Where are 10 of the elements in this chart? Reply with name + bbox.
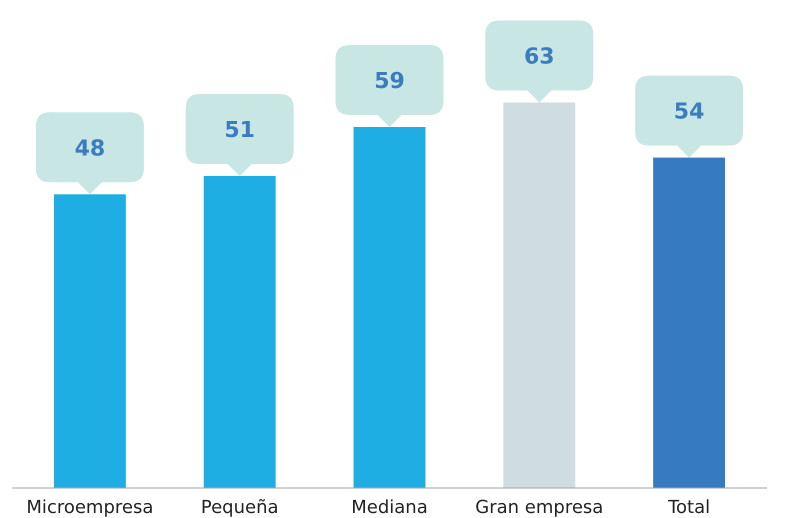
x-tick-label: Gran empresa <box>475 497 604 518</box>
x-tick-label: Mediana <box>351 497 428 518</box>
x-tick-label: Total <box>667 497 710 518</box>
data-label: 63 <box>524 44 555 70</box>
data-label: 59 <box>374 68 405 94</box>
data-label: 48 <box>74 136 106 162</box>
data-label: 54 <box>674 100 704 125</box>
x-tick-label: Microempresa <box>26 497 154 518</box>
x-tick-label: Pequeña <box>200 497 279 518</box>
data-label: 51 <box>224 118 256 143</box>
